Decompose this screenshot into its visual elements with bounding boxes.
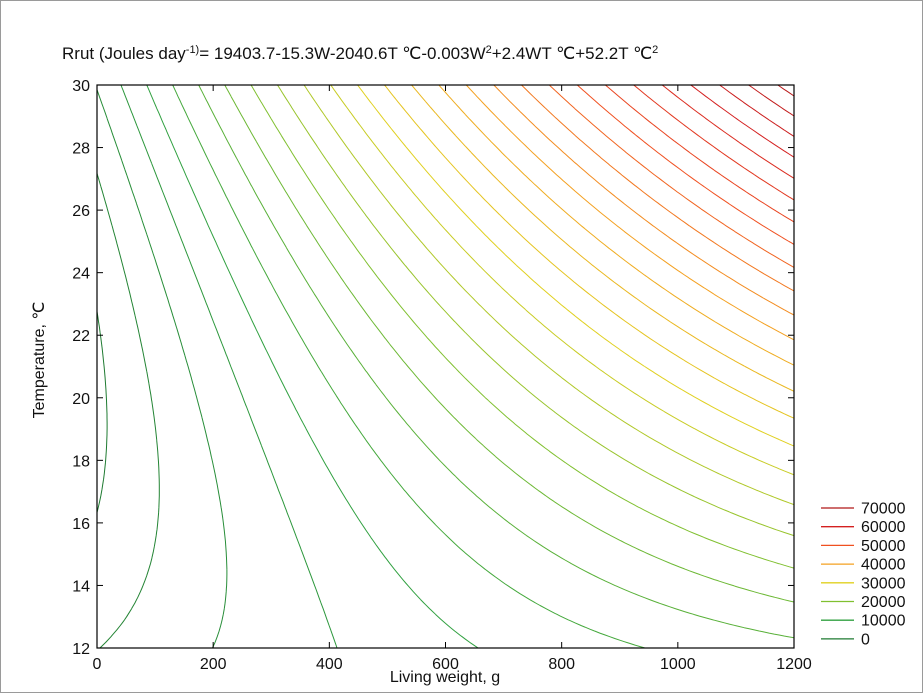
legend-label: 40000 bbox=[861, 557, 906, 574]
y-tick-label: 14 bbox=[72, 578, 90, 595]
x-tick-label: 1000 bbox=[660, 656, 696, 673]
contour-line bbox=[719, 84, 795, 137]
contour-line bbox=[548, 84, 795, 268]
contour-line bbox=[250, 84, 795, 569]
contour-line bbox=[120, 84, 338, 649]
contour-line bbox=[224, 84, 795, 603]
x-axis-label: Living weight, g bbox=[390, 669, 500, 686]
legend-label: 10000 bbox=[861, 613, 906, 630]
contour-line bbox=[605, 84, 795, 223]
contour-line bbox=[96, 89, 228, 649]
contour-line bbox=[633, 84, 795, 201]
chart-title: Rrut (Joules day-1)= 19403.7-15.3W-2040.… bbox=[62, 44, 659, 63]
x-axis-ticks: 0 200 400 600 800 1000 1200 bbox=[93, 85, 812, 673]
contour-line bbox=[493, 84, 795, 316]
contour-line bbox=[521, 84, 795, 292]
legend-label: 20000 bbox=[861, 594, 906, 611]
contour-line bbox=[330, 84, 795, 476]
legend-label: 0 bbox=[861, 631, 870, 648]
y-tick-label: 30 bbox=[72, 78, 90, 95]
y-tick-label: 12 bbox=[72, 641, 90, 658]
contour-lines bbox=[96, 84, 795, 649]
contour-line bbox=[777, 84, 795, 97]
x-tick-label: 1200 bbox=[776, 656, 812, 673]
legend-label: 50000 bbox=[861, 538, 906, 555]
contour-line bbox=[172, 84, 646, 649]
contour-line bbox=[96, 311, 108, 513]
contour-line bbox=[576, 84, 795, 245]
y-tick-label: 20 bbox=[72, 391, 90, 408]
y-tick-label: 22 bbox=[72, 328, 90, 345]
legend-label: 30000 bbox=[861, 575, 906, 592]
y-tick-label: 18 bbox=[72, 453, 90, 470]
contour-line bbox=[465, 84, 795, 341]
contour-line bbox=[146, 84, 479, 649]
contour-line bbox=[384, 84, 795, 419]
x-tick-label: 800 bbox=[548, 656, 575, 673]
y-axis-label: Temperature, ℃ bbox=[31, 302, 48, 419]
contour-line bbox=[96, 173, 160, 649]
contour-line bbox=[661, 84, 795, 179]
legend-label: 70000 bbox=[861, 501, 906, 518]
y-tick-label: 28 bbox=[72, 141, 90, 158]
y-tick-label: 16 bbox=[72, 516, 90, 533]
y-tick-label: 26 bbox=[72, 203, 90, 220]
contour-line bbox=[303, 84, 795, 506]
legend-label: 60000 bbox=[861, 519, 906, 536]
contour-line bbox=[277, 84, 795, 537]
contour-line bbox=[690, 84, 795, 158]
contour-line bbox=[411, 84, 795, 392]
contour-line bbox=[748, 84, 795, 117]
x-tick-label: 200 bbox=[200, 656, 227, 673]
y-tick-label: 24 bbox=[72, 266, 90, 283]
x-tick-label: 400 bbox=[316, 656, 343, 673]
y-axis-ticks: 12 14 16 18 20 22 24 26 28 30 bbox=[72, 78, 794, 658]
x-tick-label: 0 bbox=[93, 656, 102, 673]
contour-line bbox=[438, 84, 795, 366]
contour-line bbox=[198, 84, 795, 639]
plot-area-border bbox=[96, 84, 795, 649]
x-tick-label: 600 bbox=[432, 656, 459, 673]
contour-line bbox=[357, 84, 795, 447]
